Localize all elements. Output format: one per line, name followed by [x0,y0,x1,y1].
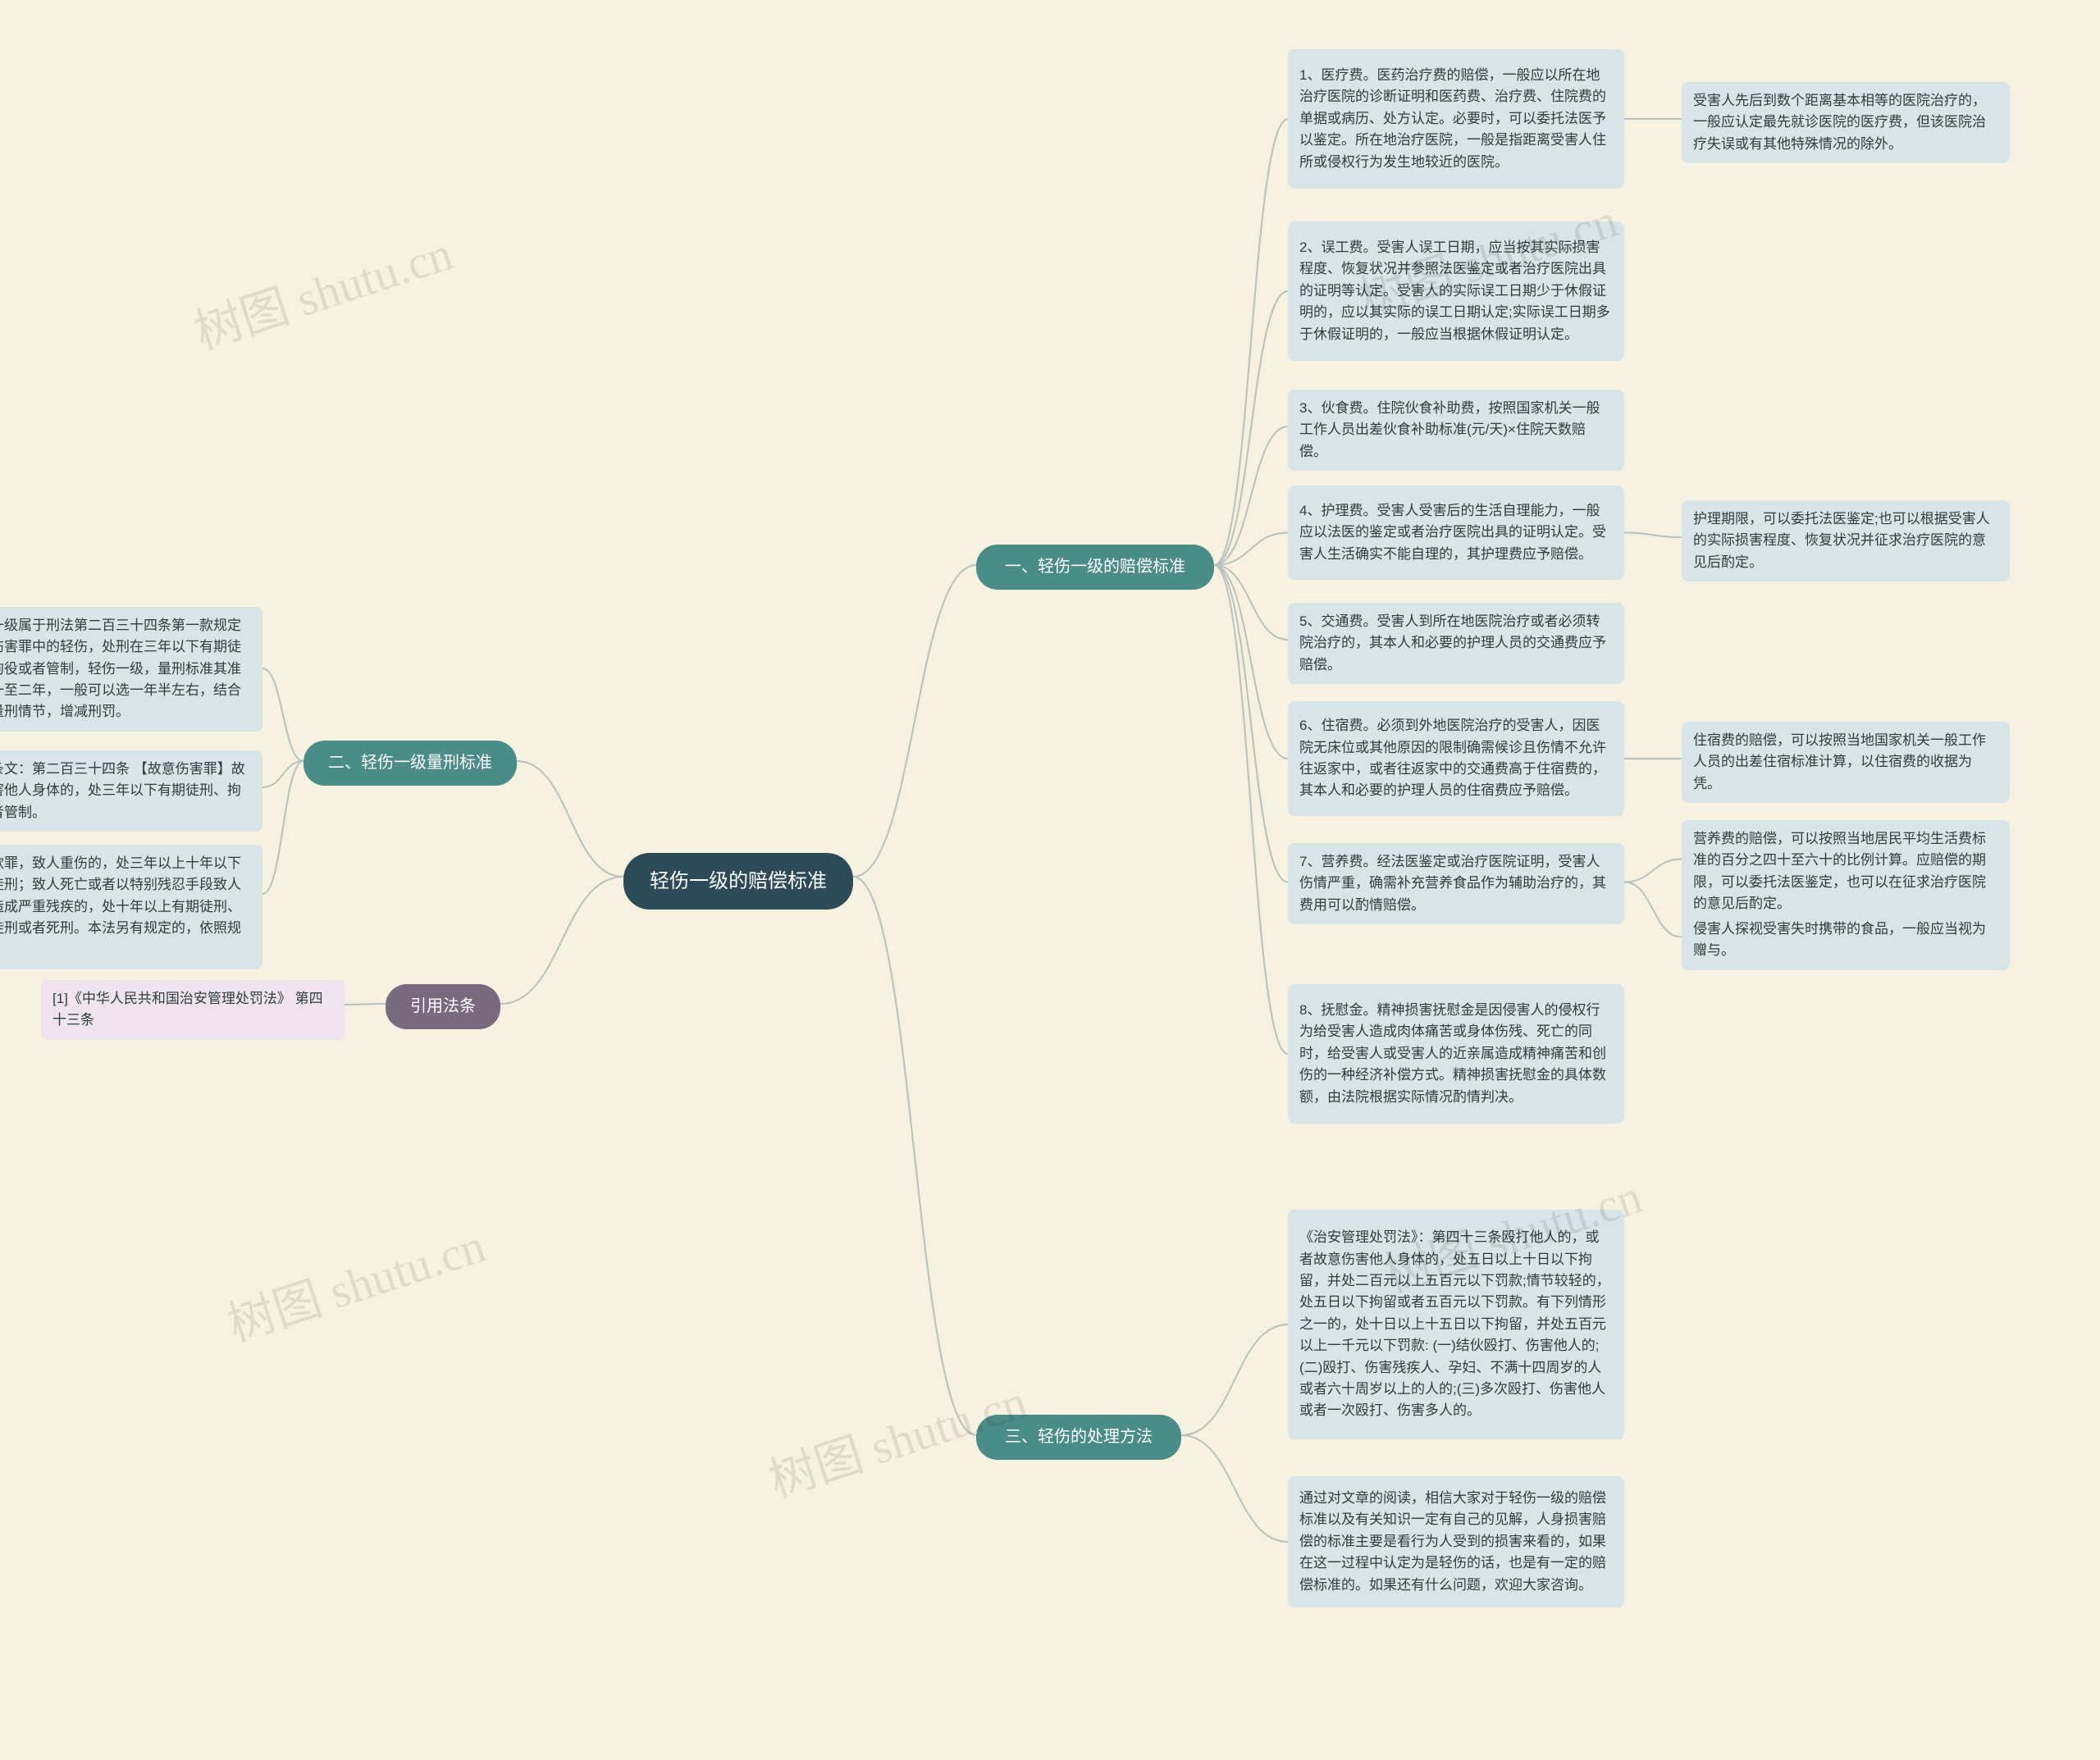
edge [517,761,623,877]
leaf-node: 住宿费的赔偿，可以按照当地国家机关一般工作人员的出差住宿标准计算，以住宿费的收据… [1682,722,2010,803]
edge [1181,1325,1288,1435]
edge [1214,119,1288,565]
leaf-node: [1]《中华人民共和国治安管理处罚法》 第四十三条 [41,980,345,1040]
watermark: 树图 shutu.cn [185,215,459,362]
edge [262,668,304,761]
edge [1214,426,1288,565]
leaf-node: 2、误工费。受害人误工日期，应当按其实际损害程度、恢复状况并参照法医鉴定或者治疗… [1288,221,1624,361]
leaf-node: 6、住宿费。必须到外地医院治疗的受害人，因医院无床位或其他原因的限制确需候诊且伤… [1288,701,1624,816]
edge [853,877,976,1435]
edge [1214,291,1288,565]
branch-node: 二、轻伤一级量刑标准 [304,741,517,786]
leaf-node: 3、伙食费。住院伙食补助费，按照国家机关一般工作人员出差伙食补助标准(元/天)×… [1288,390,1624,471]
mindmap-canvas: 轻伤一级的赔偿标准 一、轻伤一级的赔偿标准 1、医疗费。医药治疗费的赔偿，一般应以所… [0,0,2100,1760]
leaf-node: 受害人先后到数个距离基本相等的医院治疗的，一般应认定最先就诊医院的医疗费，但该医… [1682,82,2010,163]
leaf-node: 7、营养费。经法医鉴定或治疗医院证明，受害人伤情严重，确需补充营养食品作为辅助治… [1288,843,1624,924]
edge [262,761,304,894]
edge [1214,533,1288,566]
branch-node: 引用法条 [386,984,500,1029]
edge [1214,565,1288,1054]
leaf-node: 护理期限，可以委托法医鉴定;也可以根据受害人的实际损害程度、恢复状况并征求治疗医… [1682,500,2010,581]
edge [1214,565,1288,882]
edge [262,761,304,787]
leaf-node: 1、医疗费。医药治疗费的赔偿，一般应以所在地治疗医院的诊断证明和医药费、治疗费、… [1288,49,1624,189]
leaf-node: 通过对文章的阅读，相信大家对于轻伤一级的赔偿标准以及有关知识一定有自己的见解，人… [1288,1476,1624,1607]
edge [853,565,976,877]
branch-node: 三、轻伤的处理方法 [976,1415,1181,1460]
leaf-node: 轻伤一级属于刑法第二百三十四条第一款规定故意伤害罪中的轻伤，处刑在三年以下有期徒… [0,607,262,732]
leaf-node: 营养费的赔偿，可以按照当地居民平均生活费标准的百分之四十至六十的比例计算。应赔偿… [1682,820,2010,923]
edge [1181,1435,1288,1542]
edge [1214,565,1288,640]
edge [1624,533,1682,538]
leaf-node: 刑法条文：第二百三十四条 【故意伤害罪】故意伤害他人身体的，处三年以下有期徒刑、… [0,750,262,832]
leaf-node: 《治安管理处罚法》：第四十三条殴打他人的，或者故意伤害他人身体的，处五日以上十日… [1288,1210,1624,1439]
edge [345,1004,386,1005]
edge [1624,859,1682,882]
leaf-node: 侵害人探视受害失时携带的食品，一般应当视为赠与。 [1682,910,2010,970]
watermark: 树图 shutu.cn [217,1207,492,1355]
edge [500,877,623,1004]
root-node: 轻伤一级的赔偿标准 [623,853,853,910]
branch-node: 一、轻伤一级的赔偿标准 [976,545,1214,590]
leaf-node: 4、护理费。受害人受害后的生活自理能力，一般应以法医的鉴定或者治疗医院出具的证明… [1288,486,1624,580]
leaf-node: 犯前款罪，致人重伤的，处三年以上十年以下有期徒刑；致人死亡或者以特别残忍手段致人… [0,845,262,969]
leaf-node: 8、抚慰金。精神损害抚慰金是因侵害人的侵权行为给受害人造成肉体痛苦或身体伤残、死… [1288,984,1624,1124]
edge [1624,882,1682,937]
edge [1214,565,1288,759]
leaf-node: 5、交通费。受害人到所在地医院治疗或者必须转院治疗的，其本人和必要的护理人员的交… [1288,603,1624,684]
